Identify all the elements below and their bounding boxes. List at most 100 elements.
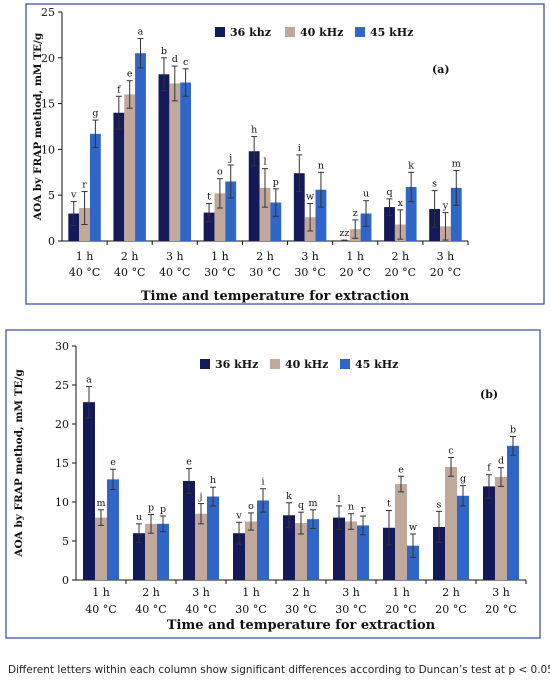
significance-letter: n [348, 502, 354, 513]
bar [124, 94, 136, 241]
significance-letter: f [487, 463, 492, 474]
bar [259, 187, 271, 241]
legend-swatch [200, 359, 210, 369]
x-tick-label-temp: 20 °C [485, 603, 516, 616]
bar [360, 213, 372, 241]
x-axis-title: Time and temperature for extraction [167, 618, 436, 633]
significance-letter: n [318, 160, 324, 171]
bar [270, 202, 282, 241]
legend-label: 45 kHz [370, 26, 413, 39]
bar [257, 500, 269, 580]
bar [383, 527, 395, 580]
legend-swatch [285, 27, 295, 37]
significance-letter: b [161, 46, 167, 57]
x-tick-label-temp: 40 °C [114, 266, 145, 279]
significance-letter: r [82, 180, 87, 191]
x-tick-label-time: 2 h [442, 586, 460, 599]
bar [333, 517, 345, 580]
significance-letter: p [273, 177, 279, 188]
bar [495, 477, 507, 580]
legend-label: 45 kHz [355, 358, 398, 371]
bar [107, 479, 119, 580]
x-tick-label-temp: 40 °C [185, 603, 216, 616]
significance-letter: d [172, 54, 178, 65]
x-tick-label-temp: 20 °C [385, 266, 416, 279]
significance-letter: f [117, 84, 122, 95]
bar [203, 212, 215, 241]
bar [450, 187, 462, 241]
significance-letter: a [86, 375, 92, 386]
bar [245, 521, 257, 580]
significance-letter: c [448, 446, 453, 457]
chart-panel-b: 0 5 10 15 20 25 30 AOA by FRAP method, mM TE/g 1… [0, 326, 550, 642]
bar [133, 533, 145, 580]
x-tick-label-time: 2 h [121, 250, 139, 263]
x-tick-label-time: 1 h [92, 586, 110, 599]
chart-panel-a: 0 5 10 15 20 25 AOA by FRAP method, mM TE/g 1 h… [0, 0, 550, 312]
chart-frame [25, 3, 545, 305]
x-tick-label-temp: 20 °C [430, 266, 461, 279]
bar [507, 445, 519, 580]
bar [158, 74, 170, 242]
bar [315, 189, 327, 241]
chart-a-svg: 0 5 10 15 20 25 AOA by FRAP method, mM TE/g 1 h… [25, 3, 545, 305]
y-axis-title: AOA by FRAP method, mM TE/g [13, 369, 25, 558]
x-tick-label-time: 3 h [492, 586, 510, 599]
significance-letter: j [228, 153, 232, 164]
panel-label: (a) [432, 63, 450, 76]
x-tick-label-time: 2 h [392, 250, 410, 263]
x-tick-label-time: 2 h [292, 586, 310, 599]
y-tick-label: 10 [41, 143, 55, 156]
y-tick-label: 20 [55, 418, 69, 431]
bar [405, 186, 417, 241]
significance-letter: l [263, 157, 266, 168]
bar [307, 519, 319, 580]
bar [183, 480, 195, 580]
bar [89, 133, 101, 241]
bar [433, 526, 445, 580]
x-tick-label-time: 2 h [256, 250, 274, 263]
significance-letter: p [148, 502, 154, 513]
y-tick-label: 30 [55, 340, 69, 353]
bar [225, 181, 237, 241]
x-tick-label-temp: 30 °C [235, 603, 266, 616]
x-tick-label-time: 3 h [342, 586, 360, 599]
x-tick-label-time: 1 h [211, 250, 229, 263]
x-axis-title: Time and temperature for extraction [141, 289, 410, 304]
x-tick-label-temp: 40 °C [85, 603, 116, 616]
x-tick-label-time: 1 h [242, 586, 260, 599]
x-tick-label-time: 1 h [76, 250, 94, 263]
bar [157, 523, 169, 580]
significance-letter: u [363, 189, 369, 200]
x-tick-label-time: 2 h [142, 586, 160, 599]
legend-label: 36 kHz [215, 358, 258, 371]
significance-letter: h [251, 125, 257, 136]
bar [248, 151, 260, 241]
y-tick-label: 0 [62, 574, 69, 587]
y-tick-label: 20 [41, 52, 55, 65]
significance-letter: p [160, 504, 166, 515]
chart-b-svg: 0 5 10 15 20 25 30 AOA by FRAP method, mM TE/g 1… [5, 329, 541, 639]
bar [357, 525, 369, 580]
panel-label: (b) [480, 388, 498, 401]
y-tick-label: 5 [62, 535, 69, 548]
significance-letter: o [217, 167, 223, 178]
significance-letter: zz [339, 228, 349, 239]
significance-letter: e [398, 464, 404, 475]
x-tick-label-temp: 30 °C [285, 603, 316, 616]
x-tick-label-temp: 40 °C [69, 266, 100, 279]
bar [195, 513, 207, 580]
significance-letter: w [306, 191, 314, 202]
significance-letter: s [432, 179, 437, 190]
legend-label: 36 khz [230, 26, 271, 39]
x-tick-label-time: 1 h [346, 250, 364, 263]
legend-swatch [340, 359, 350, 369]
bar [135, 53, 146, 241]
bar [95, 517, 107, 580]
significance-letter: v [70, 190, 77, 201]
x-tick-label-temp: 20 °C [435, 603, 466, 616]
significance-letter: q [386, 187, 392, 198]
bar [407, 545, 419, 580]
bar [214, 193, 226, 241]
bar [445, 466, 457, 580]
